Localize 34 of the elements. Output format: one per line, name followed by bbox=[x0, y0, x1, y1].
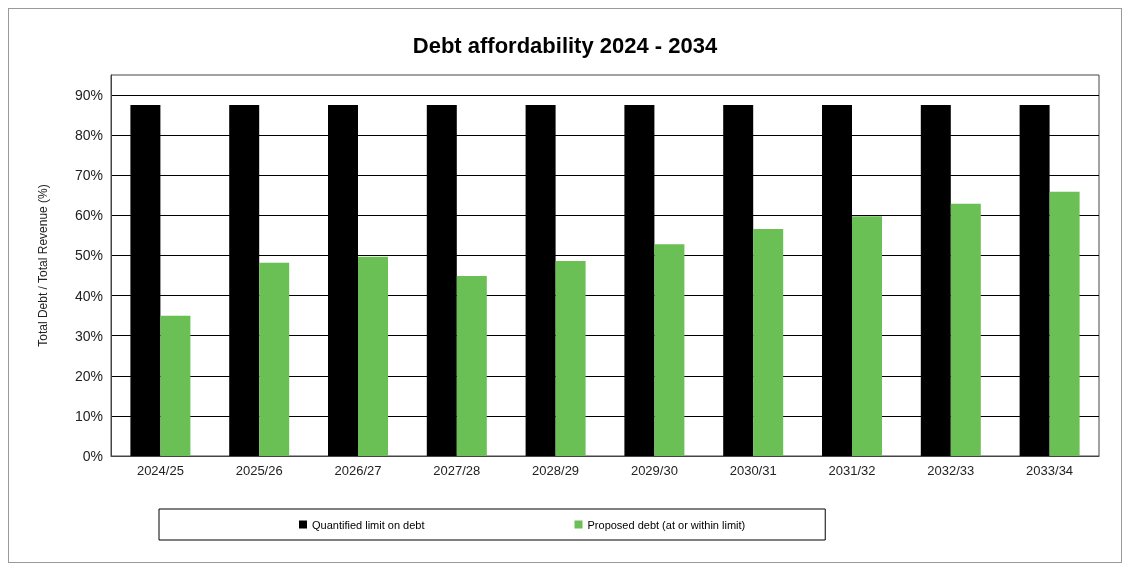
x-tick-label: 2031/32 bbox=[828, 463, 876, 478]
x-tick-label: 2028/29 bbox=[532, 463, 580, 478]
y-tick-label: 80% bbox=[74, 127, 103, 144]
x-tick-label: 2027/28 bbox=[433, 463, 481, 478]
bar bbox=[1049, 191, 1080, 456]
y-tick-label: 20% bbox=[74, 367, 103, 384]
y-tick-label: 70% bbox=[74, 167, 103, 184]
bar bbox=[654, 244, 685, 456]
y-tick-label: 10% bbox=[74, 407, 103, 424]
y-tick-label: 60% bbox=[74, 207, 103, 224]
y-tick-label: 50% bbox=[74, 247, 103, 264]
y-tick-label: 90% bbox=[74, 87, 103, 104]
bar bbox=[259, 262, 290, 456]
bar bbox=[555, 261, 586, 456]
bar bbox=[456, 275, 487, 456]
x-tick-label: 2029/30 bbox=[630, 463, 678, 478]
y-axis-title: Total Debt / Total Revenue (%) bbox=[36, 184, 50, 347]
chart-title: Debt affordability 2024 - 2034 bbox=[412, 32, 718, 58]
x-tick-label: 2030/31 bbox=[729, 463, 777, 478]
x-tick-label: 2033/34 bbox=[1026, 463, 1074, 478]
bar bbox=[358, 256, 388, 456]
bar bbox=[852, 216, 882, 456]
bar bbox=[160, 315, 191, 456]
bar bbox=[950, 203, 981, 456]
x-tick-label: 2025/26 bbox=[235, 463, 283, 478]
y-tick-label: 40% bbox=[74, 287, 103, 304]
x-tick-label: 2026/27 bbox=[334, 463, 382, 478]
legend-label: Proposed debt (at or within limit) bbox=[587, 518, 746, 531]
y-tick-label: 30% bbox=[74, 327, 103, 344]
y-tick-label: 0% bbox=[82, 448, 103, 464]
x-tick-label: 2032/33 bbox=[927, 463, 975, 478]
legend-label: Quantified limit on debt bbox=[312, 518, 425, 531]
x-tick-label: 2024/25 bbox=[136, 463, 184, 478]
bar bbox=[753, 229, 784, 456]
